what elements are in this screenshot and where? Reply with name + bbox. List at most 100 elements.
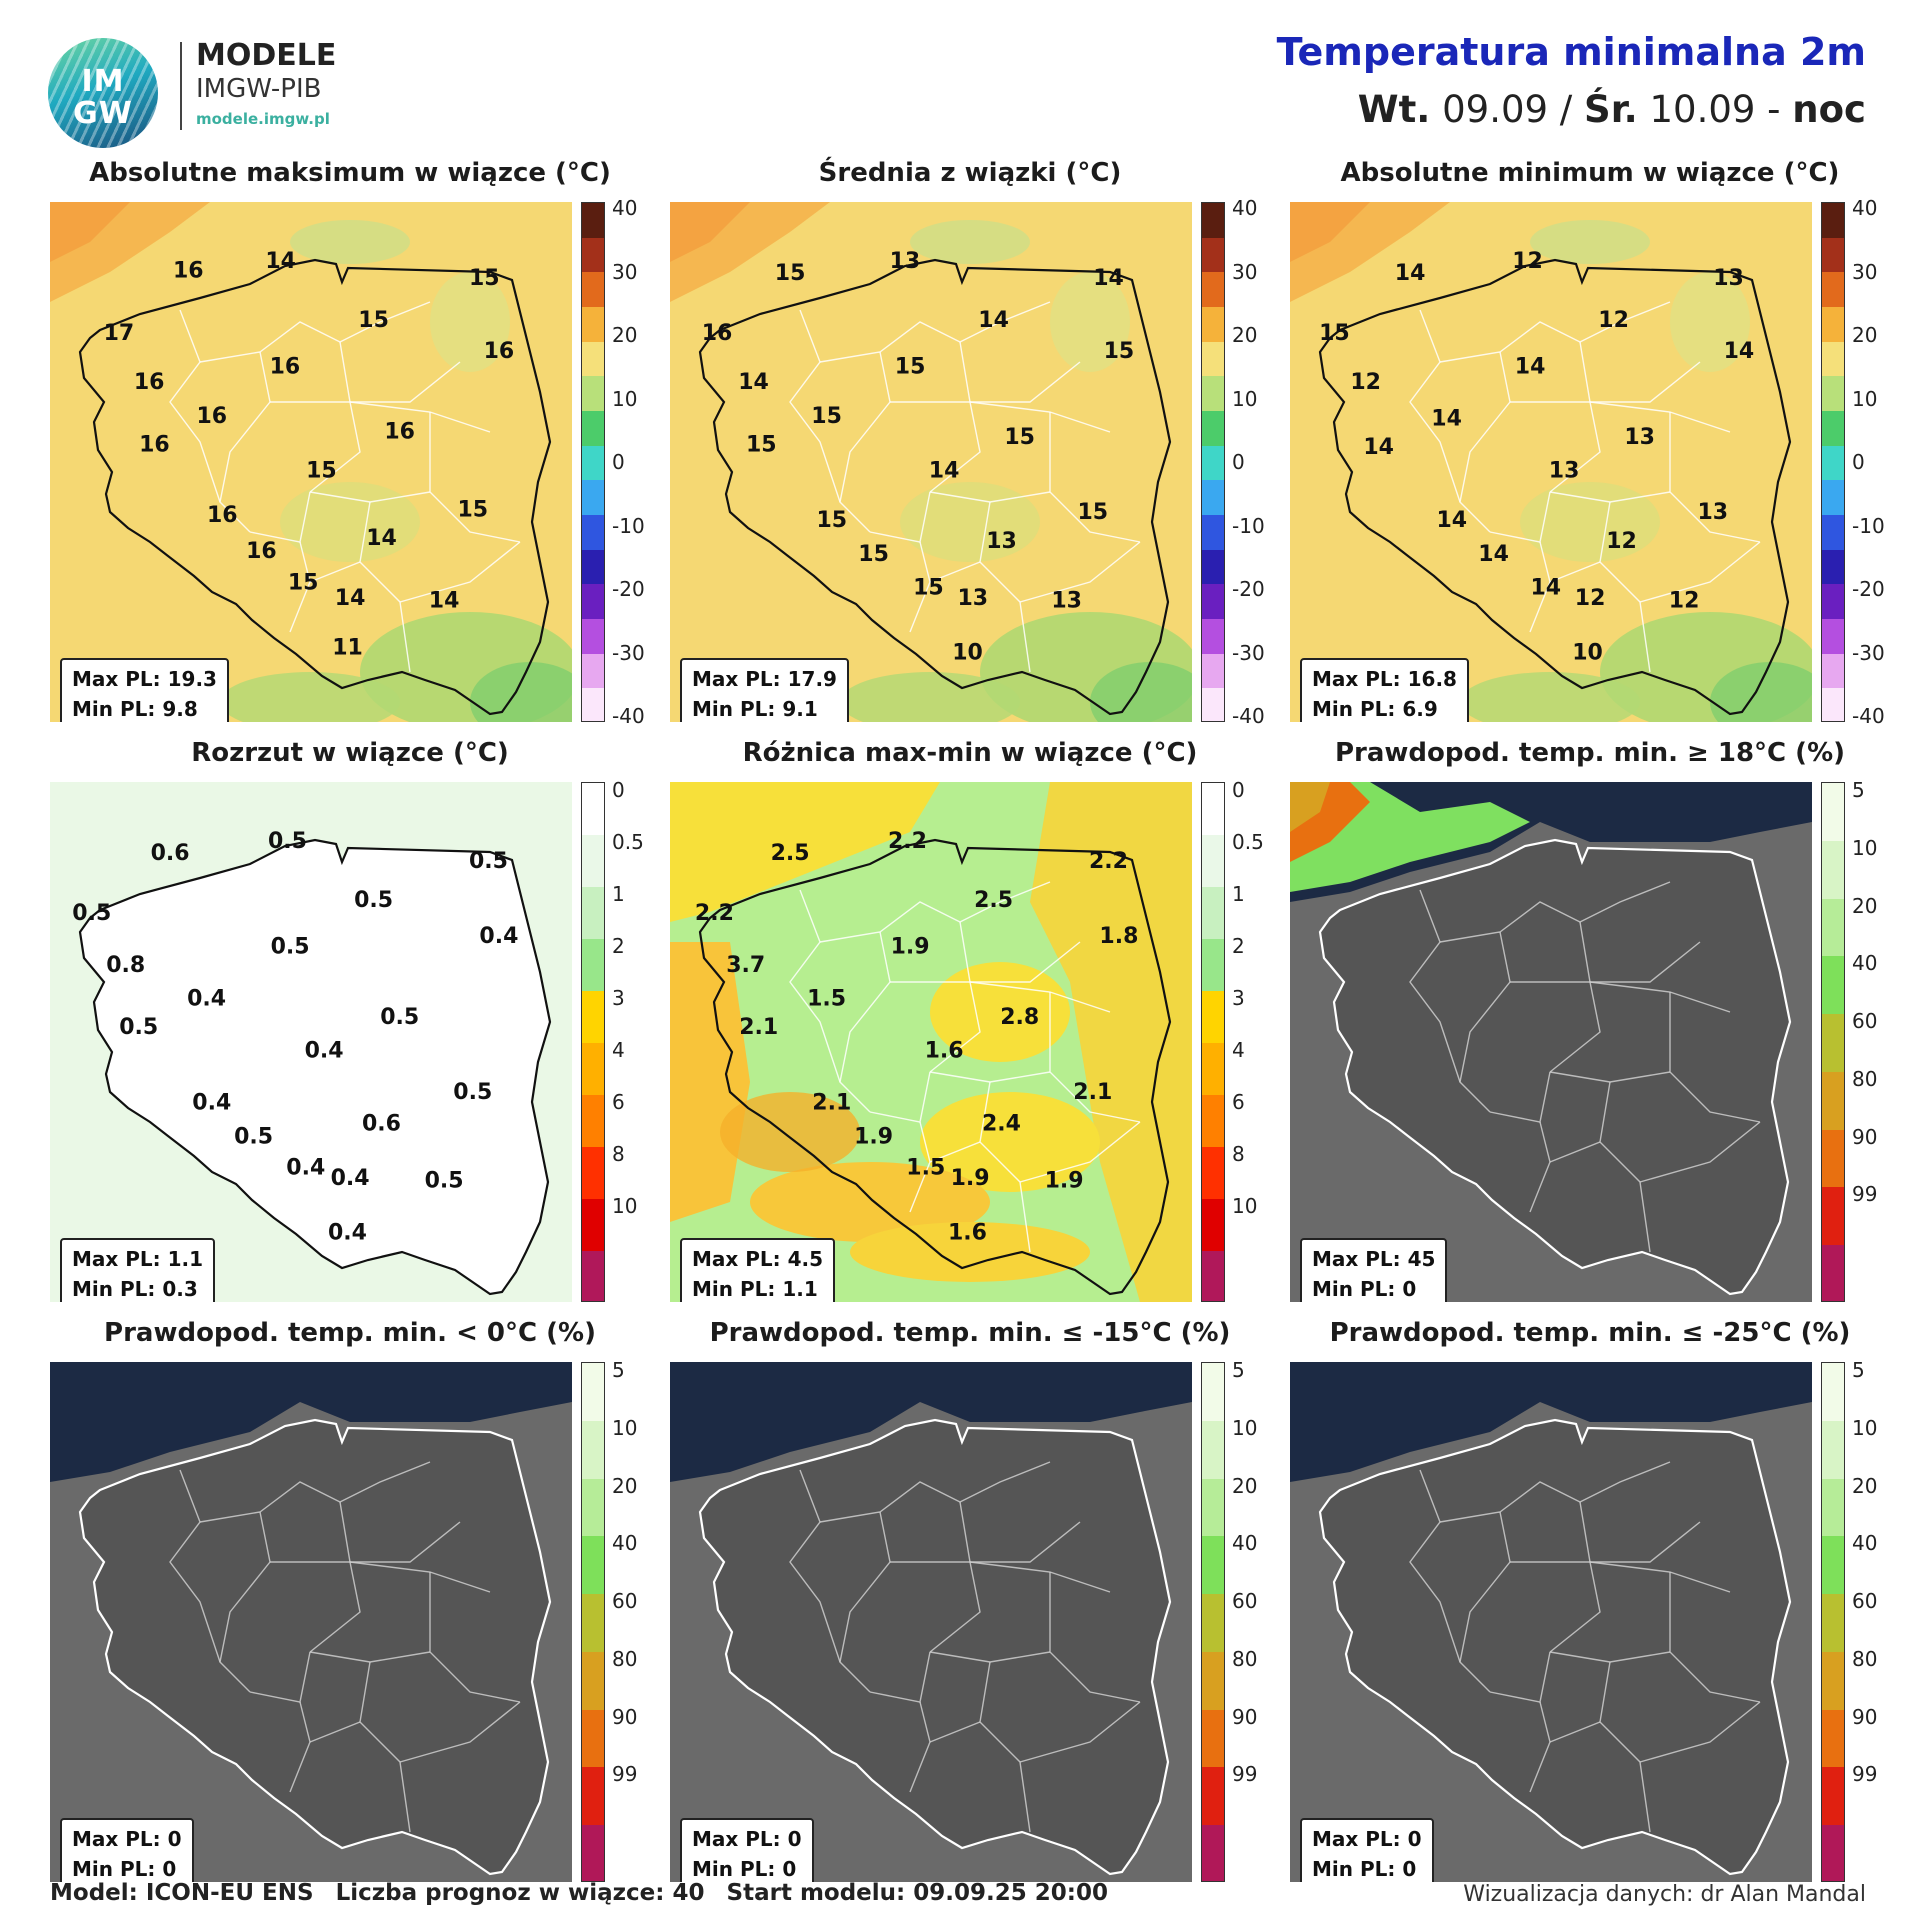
- panel-title: Prawdopod. temp. min. ≤ -25°C (%): [1329, 1318, 1851, 1348]
- colorbar-segment: [582, 203, 604, 239]
- colorbar-tick-label: 2: [612, 934, 625, 958]
- colorbar-tick-label: 40: [612, 196, 638, 220]
- colorbar-segment: [1822, 653, 1844, 690]
- map-value-label: 16: [384, 420, 415, 445]
- map-value-label: 1.9: [891, 935, 930, 960]
- footer-credit: Wizualizacja danych: dr Alan Mandal: [1463, 1882, 1866, 1907]
- map-value-label: 14: [1724, 339, 1755, 364]
- poland-map: [1290, 782, 1812, 1302]
- map-panel: Prawdopod. temp. min. ≤ -25°C (%) Max PL:…: [1290, 1318, 1890, 1882]
- min-pl-label: Min PL: 0.3: [72, 1277, 198, 1301]
- map-value-label: 15: [895, 355, 926, 380]
- colorbar: [1821, 1362, 1845, 1882]
- map-value-label: 2.5: [771, 841, 810, 866]
- colorbar-tick-label: 30: [1232, 259, 1258, 284]
- colorbar-tick-label: 40: [1232, 1531, 1258, 1556]
- map-value-label: 16: [196, 404, 227, 429]
- poland-border: [698, 1418, 1172, 1876]
- colorbar-segment: [1822, 549, 1844, 586]
- colorbar-segment: [582, 480, 604, 516]
- colorbar-tick-label: 20: [1852, 1473, 1878, 1498]
- colorbar: [1201, 1362, 1225, 1882]
- colorbar-segment: [582, 376, 604, 412]
- map-panel: Rozrzut w wiązce (°C) 0.6 0.5 0.5 0.5 0.5 0.4 0…: [50, 738, 650, 1302]
- map-value-label: 1.6: [925, 1039, 964, 1064]
- colorbar-segment: [582, 1651, 604, 1711]
- colorbar-segment: [1202, 783, 1224, 836]
- map-value-label: 0.5: [268, 829, 307, 854]
- colorbar-segment: [1822, 956, 1844, 1016]
- colorbar-tick-label: -20: [612, 577, 645, 601]
- colorbar-segment: [1822, 584, 1844, 620]
- map-value-label: 16: [270, 355, 301, 380]
- poland-border: [78, 258, 552, 716]
- colorbar-tick-label: 90: [1852, 1124, 1878, 1149]
- map-value-label: 15: [358, 308, 389, 333]
- colorbar-segment: [582, 991, 604, 1044]
- stats-box: Max PL: 45 Min PL: 0: [1300, 1238, 1448, 1302]
- map-value-label: 14: [1431, 407, 1462, 432]
- map-value-label: 15: [811, 404, 842, 429]
- map-canvas: 16 14 15 17 15 16 16 16 16 16 16 15 16 15 14 16 15 14 14 11…: [50, 202, 572, 722]
- map-value-label: 14: [1363, 435, 1394, 460]
- colorbar-tick-label: 90: [1852, 1704, 1878, 1729]
- colorbar-segment: [582, 445, 604, 482]
- stats-box: Max PL: 0 Min PL: 0: [1300, 1818, 1434, 1882]
- map-panel: Średnia z wiązki (°C) 15 13 14 16 14 15 14 15 15 1…: [670, 158, 1270, 728]
- colorbar-tick-label: 8: [1232, 1142, 1245, 1166]
- colorbar-segment: [582, 1199, 604, 1252]
- colorbar-segment: [1822, 1187, 1844, 1247]
- min-pl-label: Min PL: 9.1: [692, 697, 818, 721]
- colorbar-segment: [582, 653, 604, 690]
- map-panel: Absolutne minimum w wiązce (°C) 14 12 13 15 1…: [1290, 158, 1890, 728]
- min-pl-label: Min PL: 0: [1312, 1857, 1417, 1881]
- map-value-label: 14: [1478, 542, 1509, 567]
- logo-text-bottom: GW: [73, 96, 133, 131]
- colorbar-segment: [1202, 1251, 1224, 1301]
- map-value-label: 14: [335, 586, 366, 611]
- colorbar-tick-label: 80: [1852, 1066, 1878, 1091]
- brand-org: IMGW-PIB: [196, 74, 322, 104]
- map-value-label: 14: [929, 459, 960, 484]
- colorbar-segment: [582, 1147, 604, 1200]
- colorbar-segment: [1822, 619, 1844, 655]
- colorbar-segment: [1202, 203, 1224, 239]
- footer-members: Liczba prognoz w wiązce: 40: [335, 1880, 705, 1906]
- poland-border: [1318, 1418, 1792, 1876]
- colorbar-segment: [582, 549, 604, 586]
- colorbar-segment: [1202, 1709, 1224, 1769]
- colorbar-tick-label: 40: [612, 1531, 638, 1556]
- brand-url[interactable]: modele.imgw.pl: [196, 110, 330, 128]
- map-value-label: 0.5: [380, 1005, 419, 1030]
- colorbar-segment: [1822, 411, 1844, 447]
- stats-box: Max PL: 1.1 Min PL: 0.3: [60, 1238, 216, 1302]
- colorbar-segment: [1822, 1420, 1844, 1480]
- colorbar-segment: [1822, 203, 1844, 239]
- max-pl-label: Max PL: 1.1: [72, 1247, 204, 1271]
- colorbar-segment: [1202, 1043, 1224, 1096]
- colorbar-tick-label: 3: [1232, 986, 1245, 1010]
- map-value-label: 16: [207, 503, 238, 528]
- colorbar-tick-label: 0: [1852, 450, 1865, 474]
- map-value-label: 14: [1515, 355, 1546, 380]
- map-value-label: 0.5: [119, 1015, 158, 1040]
- poland-map: [50, 1362, 572, 1882]
- colorbar-segment: [1822, 1825, 1844, 1881]
- colorbar: [1821, 782, 1845, 1302]
- colorbar-segment: [582, 1043, 604, 1096]
- colorbar-tick-label: -10: [612, 513, 645, 538]
- min-pl-label: Min PL: 0: [72, 1857, 177, 1881]
- map-value-label: 16: [134, 370, 165, 395]
- colorbar-segment: [582, 584, 604, 620]
- stats-box: Max PL: 4.5 Min PL: 1.1: [680, 1238, 836, 1302]
- map-value-label: 15: [469, 266, 500, 291]
- max-pl-label: Max PL: 16.8: [1312, 667, 1457, 691]
- colorbar-tick-label: 20: [1852, 893, 1878, 918]
- map-value-label: 0.5: [469, 849, 508, 874]
- colorbar-tick-label: -30: [1232, 640, 1265, 665]
- poland-border: [78, 838, 552, 1296]
- colorbar-segment: [1202, 688, 1224, 721]
- colorbar-tick-label: 10: [1852, 386, 1878, 411]
- colorbar-tick-label: 99: [1852, 1762, 1878, 1787]
- colorbar-tick-label: 90: [1232, 1704, 1258, 1729]
